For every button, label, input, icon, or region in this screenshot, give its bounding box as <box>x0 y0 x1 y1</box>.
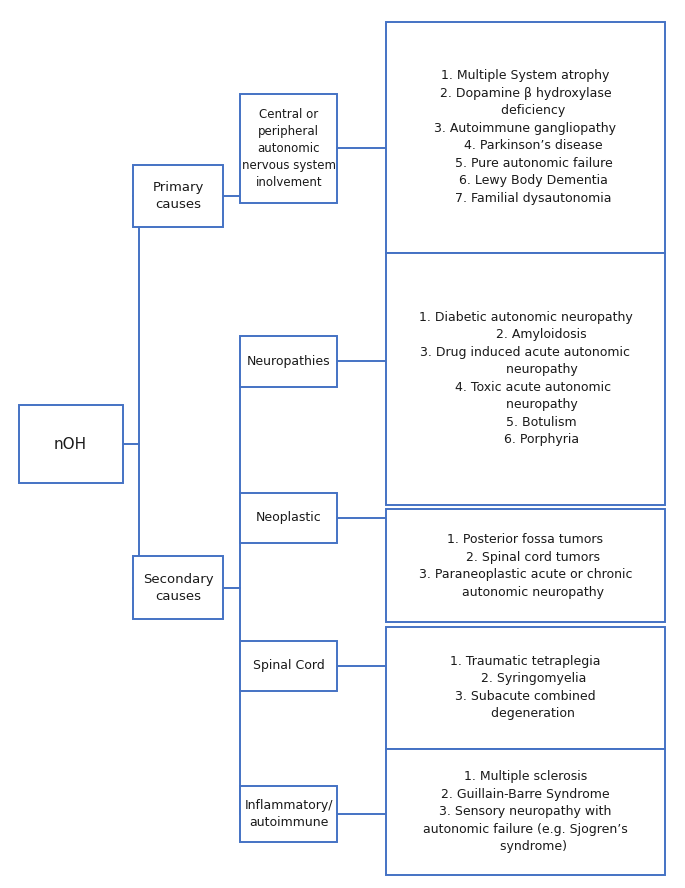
FancyBboxPatch shape <box>240 640 338 691</box>
FancyBboxPatch shape <box>386 510 664 622</box>
Text: 1. Traumatic tetraplegia
    2. Syringomyelia
3. Subacute combined
    degenerat: 1. Traumatic tetraplegia 2. Syringomyeli… <box>450 655 601 720</box>
FancyBboxPatch shape <box>240 336 338 386</box>
Text: Inflammatory/
autoimmune: Inflammatory/ autoimmune <box>245 799 333 829</box>
Text: Primary
causes: Primary causes <box>152 181 203 211</box>
FancyBboxPatch shape <box>133 556 223 619</box>
FancyBboxPatch shape <box>240 493 338 543</box>
FancyBboxPatch shape <box>386 252 664 505</box>
Text: 1. Posterior fossa tumors
    2. Spinal cord tumors
3. Paraneoplastic acute or c: 1. Posterior fossa tumors 2. Spinal cord… <box>419 533 632 599</box>
Text: 1. Multiple sclerosis
2. Guillain-Barre Syndrome
3. Sensory neuropathy with
auto: 1. Multiple sclerosis 2. Guillain-Barre … <box>423 770 628 853</box>
FancyBboxPatch shape <box>240 786 338 842</box>
Text: 1. Multiple System atrophy
2. Dopamine β hydroxylase
    deficiency
3. Autoimmun: 1. Multiple System atrophy 2. Dopamine β… <box>434 69 616 205</box>
FancyBboxPatch shape <box>240 94 338 202</box>
Text: Neoplastic: Neoplastic <box>256 511 322 525</box>
FancyBboxPatch shape <box>386 22 664 252</box>
FancyBboxPatch shape <box>386 749 664 875</box>
FancyBboxPatch shape <box>386 627 664 749</box>
FancyBboxPatch shape <box>133 164 223 227</box>
Text: Secondary
causes: Secondary causes <box>142 573 213 603</box>
Text: Neuropathies: Neuropathies <box>247 355 331 368</box>
Text: 1. Diabetic autonomic neuropathy
        2. Amyloidosis
3. Drug induced acute au: 1. Diabetic autonomic neuropathy 2. Amyl… <box>419 311 632 447</box>
Text: Spinal Cord: Spinal Cord <box>253 660 325 672</box>
Text: Central or
peripheral
autonomic
nervous system
inolvement: Central or peripheral autonomic nervous … <box>242 107 336 188</box>
Text: nOH: nOH <box>54 437 87 451</box>
FancyBboxPatch shape <box>18 405 123 483</box>
